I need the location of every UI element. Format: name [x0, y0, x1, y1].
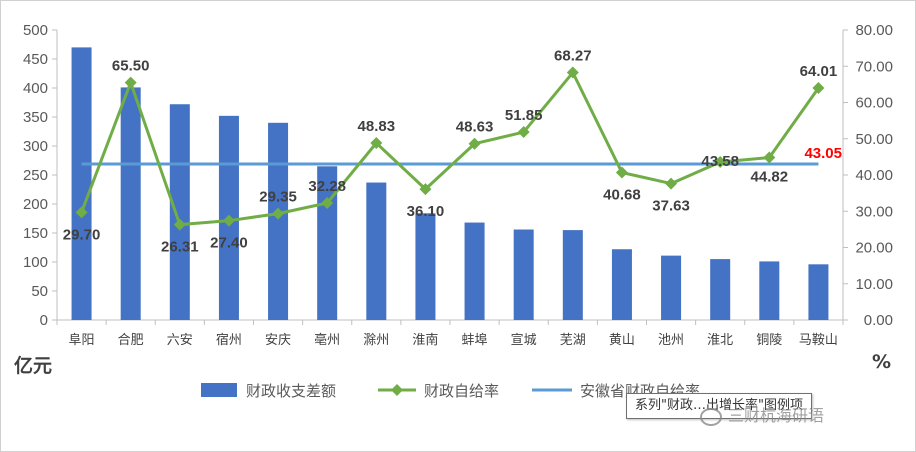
category-label: 安庆 [265, 333, 291, 348]
category-label: 蚌埠 [462, 333, 488, 348]
bar [415, 213, 436, 320]
line-point [665, 177, 678, 190]
category-label: 铜陵 [756, 333, 782, 348]
right-tick-label: 80.00 [855, 22, 893, 39]
legend-label-bar: 财政收支差额 [246, 382, 336, 400]
line-point [763, 151, 776, 164]
right-tick-label: 60.00 [855, 95, 893, 112]
bar [71, 47, 92, 321]
line-data-label: 37.63 [652, 198, 690, 215]
line-path [80, 71, 820, 227]
wechat-icon [700, 407, 722, 426]
left-tick-label: 250 [23, 167, 48, 184]
line-data-label: 48.63 [456, 119, 494, 136]
line-data-label: 29.35 [259, 189, 297, 206]
right-tick-label: 20.00 [855, 240, 893, 257]
line-point [370, 136, 383, 149]
bar-series [71, 47, 829, 321]
bar [268, 122, 289, 320]
left-tick-label: 450 [23, 51, 48, 68]
category-label: 合肥 [118, 333, 144, 348]
line-data-label: 43.58 [701, 153, 739, 170]
bar [366, 182, 387, 320]
legend-swatch-marker [391, 384, 403, 396]
line-point [468, 137, 481, 150]
left-tick-label: 50 [31, 283, 48, 300]
left-tick-label: 200 [23, 196, 48, 213]
line-data-label: 68.27 [554, 48, 592, 65]
line-data-label: 32.28 [308, 178, 346, 195]
left-tick-label: 300 [23, 138, 48, 155]
bar [661, 255, 682, 320]
line-point [517, 126, 530, 139]
category-label: 池州 [658, 333, 684, 348]
right-tick-label: 50.00 [855, 131, 893, 148]
right-tick-label: 30.00 [855, 203, 893, 220]
left-tick-label: 500 [23, 22, 48, 39]
legend-swatch-bar [201, 383, 237, 397]
right-tick-label: 70.00 [855, 58, 893, 75]
line-point [714, 156, 727, 169]
category-label: 宿州 [216, 332, 242, 348]
category-label: 滁州 [363, 332, 389, 348]
line-point [173, 218, 186, 231]
line-point [321, 196, 334, 209]
left-tick-label: 100 [23, 254, 48, 271]
bar [808, 264, 829, 320]
line-point [124, 76, 137, 89]
left-axis-unit: 亿元 [14, 354, 52, 377]
category-label: 亳州 [314, 332, 340, 348]
line-point [272, 207, 285, 220]
line-series [75, 66, 825, 231]
line-data-label: 64.01 [800, 63, 838, 80]
bar [464, 222, 485, 320]
line-data-label: 40.68 [603, 187, 641, 204]
legend-tooltip: 系列"财政…出增长率"图例项 [626, 393, 812, 419]
line-data-label: 26.31 [161, 239, 199, 256]
line-point [75, 206, 88, 219]
category-label: 马鞍山 [799, 332, 838, 348]
category-label: 阜阳 [69, 332, 95, 348]
left-tick-label: 0 [40, 312, 48, 329]
line-point [566, 66, 579, 79]
category-label: 淮南 [412, 332, 438, 348]
line-point [222, 214, 235, 227]
legend-label-line: 财政自给率 [424, 382, 499, 400]
right-tick-label: 40.00 [855, 167, 893, 184]
right-tick-label: 0.00 [864, 312, 893, 329]
data-labels: 29.70 65.50 26.31 27.40 29.35 32.28 48.83 36.10… [63, 48, 842, 256]
left-tick-label: 150 [23, 225, 48, 242]
left-tick-label: 350 [23, 109, 48, 126]
category-label: 淮北 [707, 333, 733, 348]
bar [710, 259, 731, 320]
line-data-label: 48.83 [358, 118, 396, 135]
category-label: 六安 [167, 333, 193, 348]
category-label: 宣城 [511, 332, 537, 348]
province-average-label: 43.05 [804, 145, 842, 162]
bar [562, 230, 583, 320]
bar [611, 249, 632, 320]
bar [120, 87, 141, 320]
chart-axes: 0 50 100 150 200 250 300 350 400 450 500 0.00 10.00 2… [23, 22, 893, 348]
watermark-text: 三财杭海研语 [728, 406, 825, 425]
category-label: 黄山 [609, 333, 635, 348]
line-point [419, 183, 432, 196]
category-label: 芜湖 [560, 333, 586, 348]
line-point [812, 81, 825, 94]
watermark: 三财杭海研语 [700, 402, 824, 426]
right-axis-unit: % [872, 351, 891, 373]
left-tick-label: 400 [23, 80, 48, 97]
line-data-label: 27.40 [210, 235, 248, 252]
bar [513, 229, 534, 320]
right-tick-label: 10.00 [855, 276, 893, 293]
line-point [615, 166, 628, 179]
line-data-label: 65.50 [112, 58, 150, 75]
line-data-label: 36.10 [407, 203, 445, 220]
bar [759, 261, 780, 320]
line-data-label: 51.85 [505, 107, 543, 124]
bar [169, 104, 190, 321]
line-data-label: 29.70 [63, 226, 101, 243]
line-data-label: 44.82 [751, 169, 789, 186]
